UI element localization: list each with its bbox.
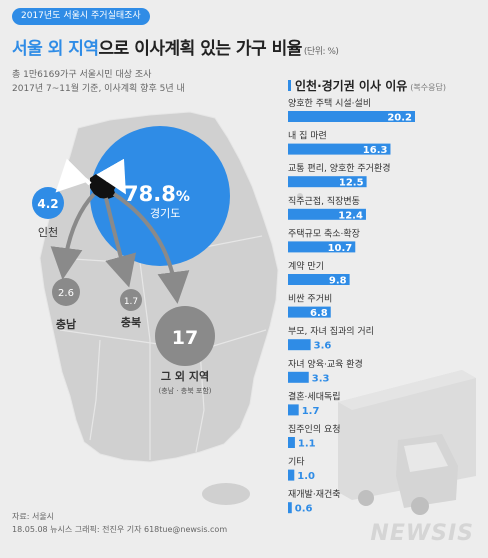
bar-category-label: 주택규모 축소·확장	[288, 227, 360, 239]
incheon-value: 4.2	[37, 197, 58, 211]
bar	[288, 274, 350, 285]
arrow-to-chungnam	[50, 192, 96, 280]
bar-value-label: 3.6	[314, 341, 332, 352]
bar-value-label: 10.7	[328, 243, 353, 254]
bar	[288, 208, 366, 220]
credit-text: 18.05.08 뉴시스 그래픽: 전진우 기자 618tue@newsis.c…	[12, 525, 228, 534]
bar-title-text: 인천·경기권 이사 이유	[295, 79, 408, 93]
bar-value-label: 12.5	[339, 178, 364, 189]
bar	[288, 306, 331, 318]
bar-chart-title: 인천·경기권 이사 이유 (복수응답)	[288, 77, 446, 94]
bar-value-label: 1.0	[297, 471, 315, 482]
bar-category-label: 직주근접, 직장변동	[288, 195, 360, 207]
title-unit: (단위: %)	[303, 47, 339, 57]
bar-category-label: 기타	[288, 457, 305, 468]
bar-category-label: 집주인의 요청	[288, 423, 341, 435]
chungnam-circle	[52, 278, 80, 306]
bar-title-bullet	[288, 80, 291, 91]
gyeonggi-value: 78.8%	[124, 182, 190, 206]
bar-value-label: 0.6	[295, 504, 313, 515]
bar-category-label: 교통 편리, 양호한 주거환경	[288, 162, 391, 174]
chungbuk-label: 충북	[121, 315, 141, 329]
other-regions-note: (충남 · 충북 포함)	[158, 386, 211, 395]
bar-value-label: 16.3	[363, 145, 388, 156]
truck-cargo-top	[338, 370, 476, 410]
arrow-to-gyeonggi	[96, 158, 126, 195]
incheon-circle	[32, 187, 64, 219]
bar	[288, 176, 367, 188]
bar-category-label: 양호한 주택 시설·설비	[288, 98, 371, 109]
bar-value-label: 20.2	[387, 113, 412, 124]
bar	[288, 371, 309, 383]
ulleung-island	[297, 193, 303, 199]
title-middle: 으로 이사계획 있는 가구	[98, 39, 267, 59]
truck-window	[404, 442, 448, 472]
newsis-logo: NEWSIS	[370, 521, 474, 546]
chungnam-value: 2.6	[58, 288, 74, 299]
truck-wheel	[358, 490, 374, 506]
page-title: 서울 외 지역으로 이사계획 있는 가구 비율 (단위: %)	[12, 34, 339, 59]
other-regions-label: 그 외 지역	[161, 369, 209, 383]
bar-category-label: 계약 만기	[288, 260, 324, 272]
bar	[288, 404, 299, 416]
incheon-label: 인천	[38, 225, 58, 239]
region-border-5	[195, 349, 205, 453]
bar	[288, 111, 415, 122]
bar-title-note: (복수응답)	[410, 83, 446, 92]
jeju-island	[202, 483, 250, 505]
bar-value-label: 6.8	[310, 308, 328, 319]
bar-value-label: 12.4	[338, 210, 363, 221]
subtitle-survey: 총 1만6169가구 서울시민 대상 조사	[12, 70, 152, 80]
chungnam-label: 충남	[56, 317, 76, 331]
bar	[288, 339, 311, 351]
bar-value-label: 3.3	[312, 373, 330, 384]
header-badge: 2017년도 서울시 주거실태조사	[12, 8, 150, 25]
region-border-4	[89, 339, 101, 441]
bar	[288, 469, 295, 481]
bar-category-label: 부모, 자녀 집과의 거리	[288, 325, 374, 337]
arrow-to-incheon	[55, 158, 92, 193]
chungbuk-value: 1.7	[124, 297, 138, 307]
subtitle-period: 2017년 7~11월 기준, 이사계획 향후 5년 내	[12, 84, 185, 94]
other-regions-value: 17	[172, 327, 198, 349]
region-border-3	[139, 261, 151, 460]
bar-value-label: 1.1	[298, 439, 316, 450]
gyeonggi-label: 경기도	[150, 207, 180, 220]
bar-value-label: 9.8	[329, 276, 347, 287]
truck-wheel	[411, 497, 429, 515]
other-regions-circle	[155, 306, 215, 366]
bar-category-label: 재개발·재건축	[288, 489, 341, 500]
bar-category-label: 자녀 양육·교육 환경	[288, 358, 363, 370]
bar-category-label: 비싼 주거비	[288, 294, 332, 305]
title-highlight: 서울 외 지역	[12, 39, 99, 59]
bar-category-label: 내 집 마련	[288, 130, 327, 142]
chungbuk-circle	[120, 289, 142, 311]
arrow-to-chungbuk	[104, 197, 137, 288]
bar-category-label: 결혼·세대독립	[288, 390, 341, 402]
bar	[288, 437, 295, 448]
bar	[288, 241, 356, 253]
bar	[288, 502, 292, 514]
footer: 자료: 서울시 18.05.08 뉴시스 그래픽: 전진우 기자 618tue@…	[12, 510, 227, 536]
bar	[288, 143, 391, 155]
bar-value-label: 1.7	[302, 406, 320, 417]
title-post: 비율	[266, 39, 303, 59]
arrow-to-other	[112, 192, 190, 304]
source-text: 자료: 서울시	[12, 512, 55, 521]
